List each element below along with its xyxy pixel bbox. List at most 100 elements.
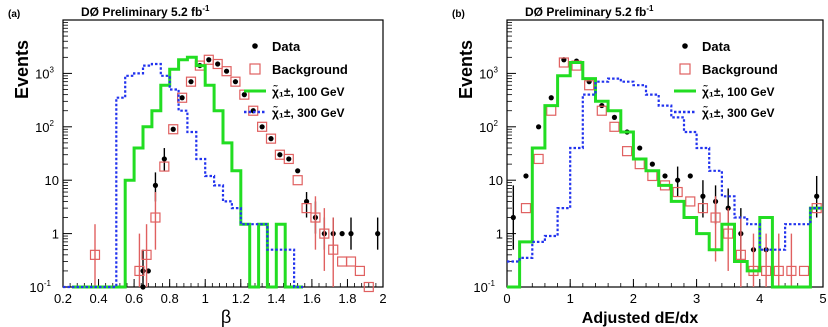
- background-marker: [520, 203, 532, 214]
- y-tick-label: 1: [52, 227, 59, 242]
- data-point: [215, 61, 221, 67]
- background-marker: [292, 175, 303, 186]
- background-marker: [185, 76, 197, 87]
- background-marker: [798, 265, 810, 277]
- x-tick-label: 1.4: [267, 291, 285, 306]
- series-signal-100gev: [507, 61, 823, 289]
- background-marker: [141, 249, 152, 260]
- background-marker: [773, 265, 784, 277]
- y-tick-base: 10: [45, 173, 59, 188]
- data-point: [303, 198, 310, 205]
- data-point: [161, 156, 167, 162]
- background-marker: [310, 212, 321, 223]
- chart-title-text: DØ Preliminary 5.2 fb: [525, 5, 646, 19]
- data-point: [259, 124, 265, 130]
- y-tick-label: 10: [45, 173, 59, 188]
- background-marker: [177, 92, 188, 103]
- data-point: [152, 182, 159, 188]
- background-marker: [301, 203, 312, 214]
- y-tick-exp: 3: [494, 65, 499, 74]
- data-point: [232, 79, 239, 85]
- step-line: [507, 61, 823, 289]
- background-marker: [634, 159, 645, 170]
- y-tick-base: 10: [489, 173, 503, 188]
- background-marker: [168, 124, 179, 135]
- y-tick-base: 1: [52, 227, 59, 242]
- y-tick-base: 10: [473, 280, 487, 295]
- y-tick-exp: -1: [488, 279, 496, 288]
- legend-signal100-label: χ̃₁±, 100 GeV: [272, 84, 345, 99]
- data-point: [277, 152, 283, 158]
- data-point: [700, 193, 706, 199]
- x-tick-label: 1.2: [232, 291, 250, 306]
- data-point: [348, 231, 354, 237]
- y-axis-label: Events: [12, 40, 32, 99]
- background-marker: [257, 121, 268, 132]
- step-line: [71, 55, 303, 289]
- series-background: [89, 54, 374, 293]
- x-tick-label: 2: [630, 291, 637, 306]
- data-point: [375, 231, 381, 237]
- x-tick-label: 0.4: [90, 291, 108, 306]
- y-tick-label: 103: [479, 65, 498, 81]
- data-point: [241, 92, 247, 98]
- background-marker: [328, 244, 339, 255]
- data-point: [223, 68, 230, 74]
- y-tick-base: 10: [479, 66, 493, 81]
- background-marker: [150, 212, 161, 223]
- y-tick-exp: 3: [50, 65, 55, 74]
- y-axis-label: Events: [456, 40, 476, 99]
- background-marker: [345, 256, 357, 267]
- background-marker: [621, 146, 633, 157]
- background-marker: [735, 249, 746, 260]
- legend-signal100-label: χ̃₁±, 100 GeV: [702, 84, 775, 99]
- x-tick-label: 1.6: [303, 291, 321, 306]
- data-point: [599, 102, 605, 109]
- series-signal-100gev: [71, 55, 303, 289]
- x-tick-label: 0.6: [125, 291, 143, 306]
- chart-title-text: DØ Preliminary 5.2 fb: [81, 5, 202, 19]
- y-tick-base: 1: [496, 227, 503, 242]
- y-tick-label: 102: [479, 119, 498, 135]
- data-point: [339, 231, 345, 237]
- y-tick-exp: 2: [50, 119, 55, 128]
- background-marker: [212, 58, 223, 70]
- data-point: [662, 173, 668, 179]
- legend-background-label: Background: [272, 62, 348, 77]
- background-marker: [159, 161, 170, 172]
- y-tick-label: 10-1: [473, 279, 495, 295]
- legend-background-marker: [679, 63, 691, 75]
- data-point: [548, 95, 554, 101]
- background-marker: [685, 196, 696, 207]
- background-marker: [248, 105, 259, 116]
- background-marker: [546, 105, 557, 116]
- data-point: [687, 173, 693, 179]
- data-point: [140, 284, 146, 290]
- background-marker: [584, 80, 595, 91]
- data-point: [286, 156, 292, 162]
- step-line: [507, 77, 823, 263]
- background-marker: [319, 228, 330, 239]
- x-tick-label: 0.2: [54, 291, 72, 306]
- chart-title-sup: -1: [646, 4, 654, 13]
- data-point: [179, 95, 185, 101]
- data-point: [206, 57, 212, 63]
- data-point: [725, 205, 731, 211]
- background-marker: [786, 265, 797, 277]
- background-marker: [761, 265, 772, 277]
- x-tick-label: 4: [756, 291, 763, 306]
- y-tick-label: 103: [35, 65, 54, 81]
- background-marker: [609, 121, 620, 132]
- y-tick-label: 10-1: [29, 279, 51, 295]
- legend: Data Background χ̃₁±, 100 GeV χ̃₁±, 300 GeV: [244, 39, 348, 120]
- legend-data-marker: [682, 43, 688, 49]
- y-tick-label: 10: [489, 173, 503, 188]
- legend-signal300-label: χ̃₁±, 300 GeV: [272, 105, 345, 120]
- background-marker: [672, 186, 683, 198]
- x-tick-label: 5: [819, 291, 826, 306]
- data-point: [510, 214, 516, 221]
- legend: Data Background χ̃₁±, 100 GeV χ̃₁±, 300 GeV: [674, 39, 778, 120]
- plot-frame: [62, 19, 384, 288]
- chart-title: DØ Preliminary 5.2 fb-1: [81, 4, 210, 19]
